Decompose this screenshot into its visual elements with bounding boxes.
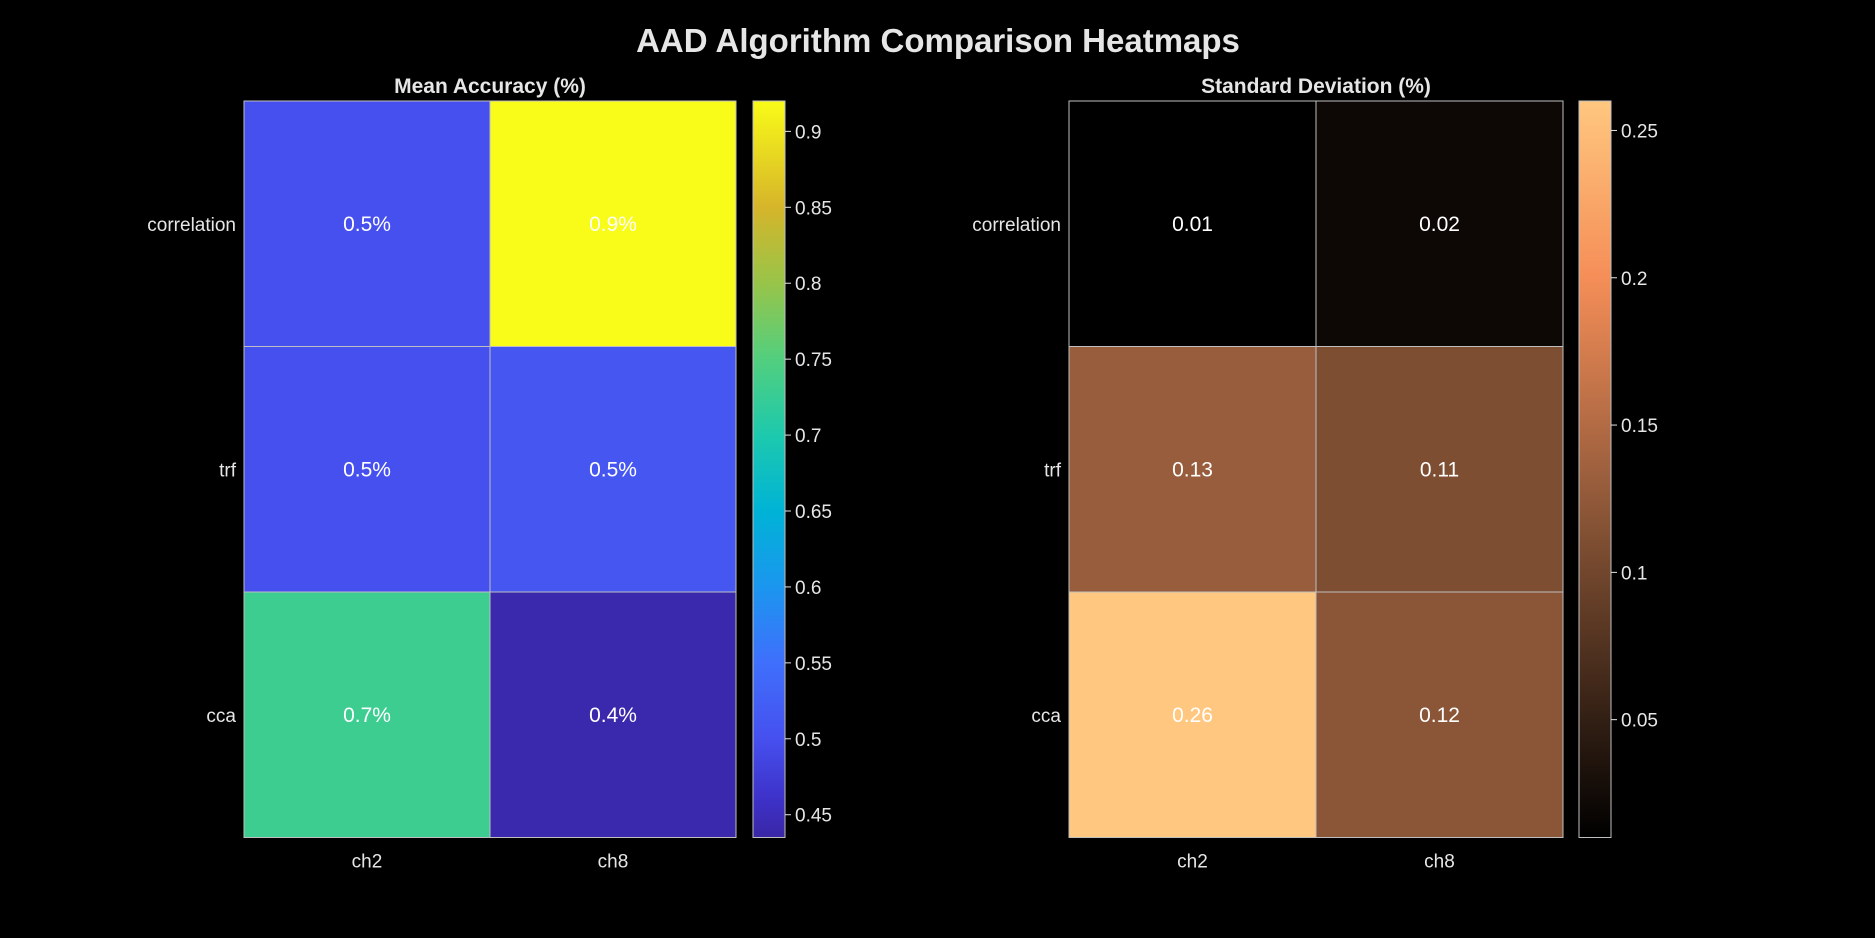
cell-value-label: 0.5%: [343, 458, 391, 481]
colorbar-tick-label: 0.55: [795, 654, 832, 675]
cell-value-label: 0.4%: [589, 704, 637, 727]
panel-title: Standard Deviation (%): [1201, 75, 1431, 98]
cell-value-label: 0.01: [1172, 213, 1213, 236]
column-tick-label: ch2: [1177, 852, 1208, 873]
colorbar-tick-label: 0.65: [795, 502, 832, 523]
column-tick-label: ch2: [352, 852, 383, 873]
heatmap-cell: [243, 591, 491, 838]
column-tick-label: ch8: [598, 852, 629, 873]
colorbar-tick-label: 0.5: [795, 730, 821, 751]
row-tick-label: trf: [1044, 460, 1062, 481]
column-tick-label: ch8: [1424, 852, 1455, 873]
colorbar-tick-label: 0.2: [1621, 269, 1647, 290]
figure-title: AAD Algorithm Comparison Heatmaps: [636, 22, 1240, 59]
colorbar-tick-label: 0.85: [795, 198, 832, 219]
cell-value-label: 0.5%: [343, 213, 391, 236]
cell-value-label: 0.9%: [589, 213, 637, 236]
heatmap-cell: [1068, 591, 1317, 838]
cell-value-label: 0.02: [1419, 213, 1460, 236]
cell-value-label: 0.12: [1419, 704, 1460, 727]
heatmap-cell: [243, 100, 491, 347]
panel-title: Mean Accuracy (%): [394, 75, 586, 98]
heatmap-cell: [1068, 100, 1317, 347]
colorbar-tick-label: 0.1: [1621, 563, 1647, 584]
colorbar-tick-label: 0.25: [1621, 121, 1658, 142]
mean-accuracy-heatmap: Mean Accuracy (%) 0.5% 0.9% 0.5% 0.5% 0.7% 0.4…: [147, 75, 832, 873]
row-tick-label: cca: [206, 706, 236, 727]
standard-deviation-heatmap: Standard Deviation (%) 0.01 0.02 0.13 0.11 0.…: [972, 75, 1658, 873]
colorbar: [752, 100, 786, 838]
colorbar-tick-label: 0.7: [795, 426, 821, 447]
cell-value-label: 0.7%: [343, 704, 391, 727]
cell-value-label: 0.5%: [589, 458, 637, 481]
row-tick-label: trf: [219, 460, 237, 481]
colorbar-tick-label: 0.6: [795, 578, 821, 599]
colorbar-tick-label: 0.9: [795, 122, 821, 143]
heatmap-cell: [489, 346, 737, 593]
heatmap-cell: [1068, 346, 1317, 593]
row-tick-label: correlation: [147, 215, 236, 236]
colorbar-tick-label: 0.15: [1621, 416, 1658, 437]
cell-value-label: 0.13: [1172, 458, 1213, 481]
heatmap-cell: [489, 100, 737, 347]
colorbar-tick-label: 0.75: [795, 350, 832, 371]
heatmap-cell: [243, 346, 491, 593]
heatmap-cell: [1315, 100, 1564, 347]
row-tick-label: cca: [1031, 706, 1061, 727]
colorbar-tick-label: 0.8: [795, 274, 821, 295]
colorbar-tick-label: 0.05: [1621, 711, 1658, 732]
heatmap-cell: [1315, 346, 1564, 593]
cell-value-label: 0.11: [1420, 458, 1459, 481]
heatmap-cell: [489, 591, 737, 838]
cell-value-label: 0.26: [1172, 704, 1213, 727]
row-tick-label: correlation: [972, 215, 1061, 236]
colorbar: [1578, 100, 1612, 838]
heatmap-cell: [1315, 591, 1564, 838]
colorbar-tick-label: 0.45: [795, 806, 832, 827]
